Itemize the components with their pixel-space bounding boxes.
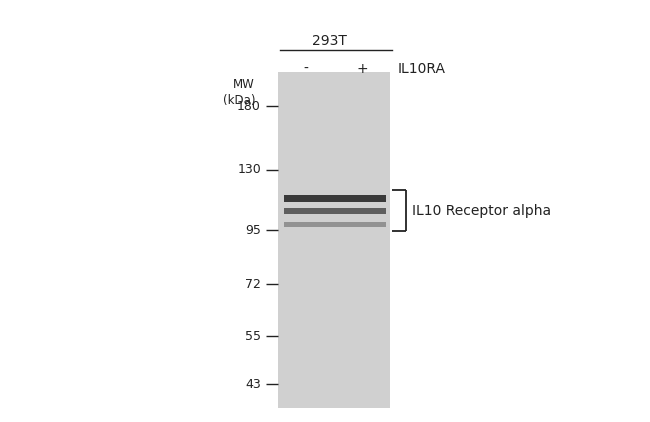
Text: 43: 43 — [245, 378, 261, 390]
Text: 293T: 293T — [311, 34, 346, 48]
Text: 95: 95 — [245, 224, 261, 237]
Text: -: - — [304, 62, 309, 76]
Bar — [278, 72, 390, 408]
Bar — [283, 208, 386, 214]
Text: +: + — [356, 62, 368, 76]
Text: 55: 55 — [245, 330, 261, 343]
Text: IL10RA: IL10RA — [398, 62, 446, 76]
Text: 180: 180 — [237, 100, 261, 113]
Text: 72: 72 — [245, 278, 261, 291]
Text: MW
(kDa): MW (kDa) — [222, 78, 255, 108]
Bar — [283, 195, 386, 202]
Text: 130: 130 — [237, 163, 261, 176]
Text: IL10 Receptor alpha: IL10 Receptor alpha — [412, 204, 551, 218]
Bar — [283, 222, 386, 227]
